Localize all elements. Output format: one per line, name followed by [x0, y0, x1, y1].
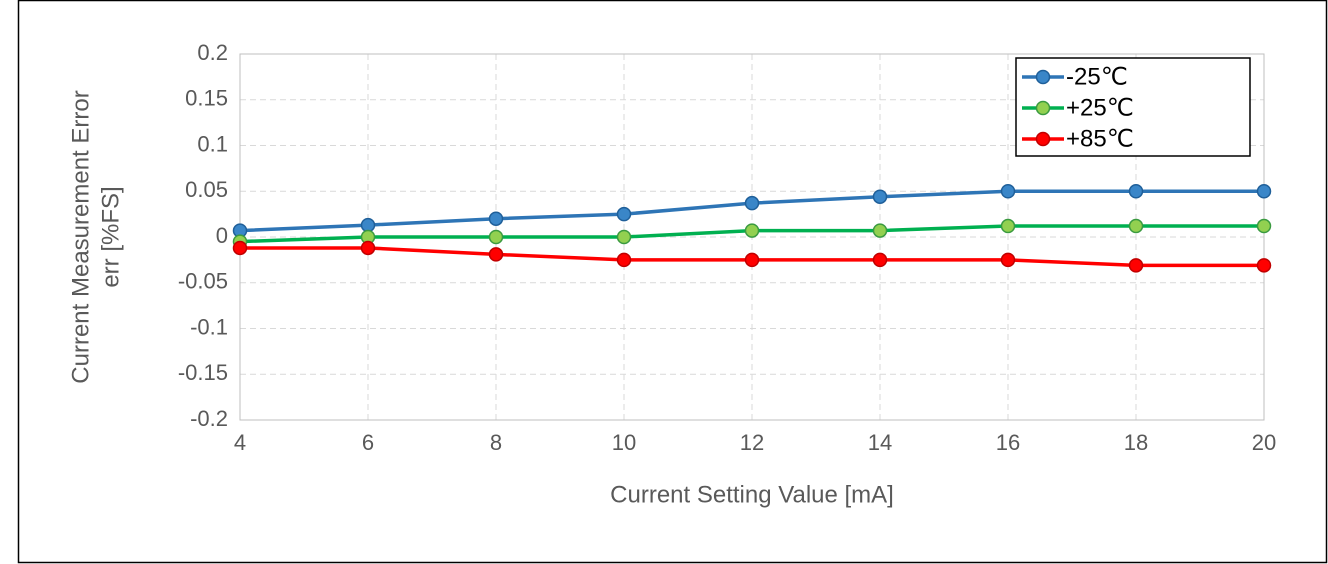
data-point: [616, 252, 632, 268]
frame: [17, 0, 1328, 564]
legend-label: -25℃: [1066, 63, 1128, 90]
data-point: [872, 189, 888, 204]
data-point: [872, 252, 888, 268]
data-point: [616, 229, 632, 245]
legend-marker: [1035, 131, 1051, 147]
data-point: [360, 217, 376, 233]
y-tick-label: 0.05: [185, 177, 228, 202]
data-point: [488, 247, 504, 262]
x-tick-label: 4: [234, 430, 246, 455]
x-tick-label: 14: [868, 430, 892, 455]
x-tick-label: 10: [612, 430, 636, 455]
data-point: [1128, 218, 1144, 234]
legend-label: +25℃: [1066, 94, 1134, 121]
y-tick-label: 0.15: [185, 86, 228, 111]
legend-label: +85℃: [1066, 125, 1134, 152]
x-axis-label: Current Setting Value [mA]: [610, 481, 894, 508]
data-point: [744, 252, 760, 268]
x-tick-label: 20: [1252, 430, 1276, 455]
data-point: [488, 229, 504, 245]
x-tick-label: 16: [996, 430, 1020, 455]
y-tick-label: -0.1: [190, 314, 228, 339]
data-point: [1128, 258, 1144, 273]
data-point: [1000, 218, 1016, 234]
x-tick-label: 12: [740, 430, 764, 455]
data-point: [1256, 218, 1272, 234]
y-axis-label: err [%FS]: [97, 186, 124, 287]
y-tick-label: -0.05: [178, 269, 228, 294]
data-point: [232, 240, 248, 256]
legend: -25℃ +25℃ +85℃: [1015, 57, 1251, 157]
legend-marker: [1035, 100, 1051, 116]
y-tick-label: 0.1: [197, 131, 228, 156]
data-point: [872, 223, 888, 238]
x-tick-label: 8: [490, 430, 502, 455]
y-tick-label: -0.2: [190, 406, 228, 431]
data-point: [616, 206, 632, 222]
data-point: [1000, 184, 1016, 199]
y-tick-label: -0.15: [178, 360, 228, 385]
data-point: [488, 211, 504, 226]
y-tick-label: 0.2: [197, 40, 228, 65]
x-tick-label: 18: [1124, 430, 1148, 455]
x-tick-label: 6: [362, 430, 374, 455]
data-point: [1000, 252, 1016, 268]
data-point: [744, 195, 760, 211]
data-point: [360, 240, 376, 256]
legend-marker: [1035, 69, 1051, 85]
data-point: [1256, 258, 1272, 273]
data-point: [1256, 184, 1272, 199]
data-point: [744, 223, 760, 238]
y-axis-label: Current Measurement Error: [67, 90, 94, 383]
data-point: [1128, 184, 1144, 199]
y-tick-label: 0: [216, 223, 228, 248]
